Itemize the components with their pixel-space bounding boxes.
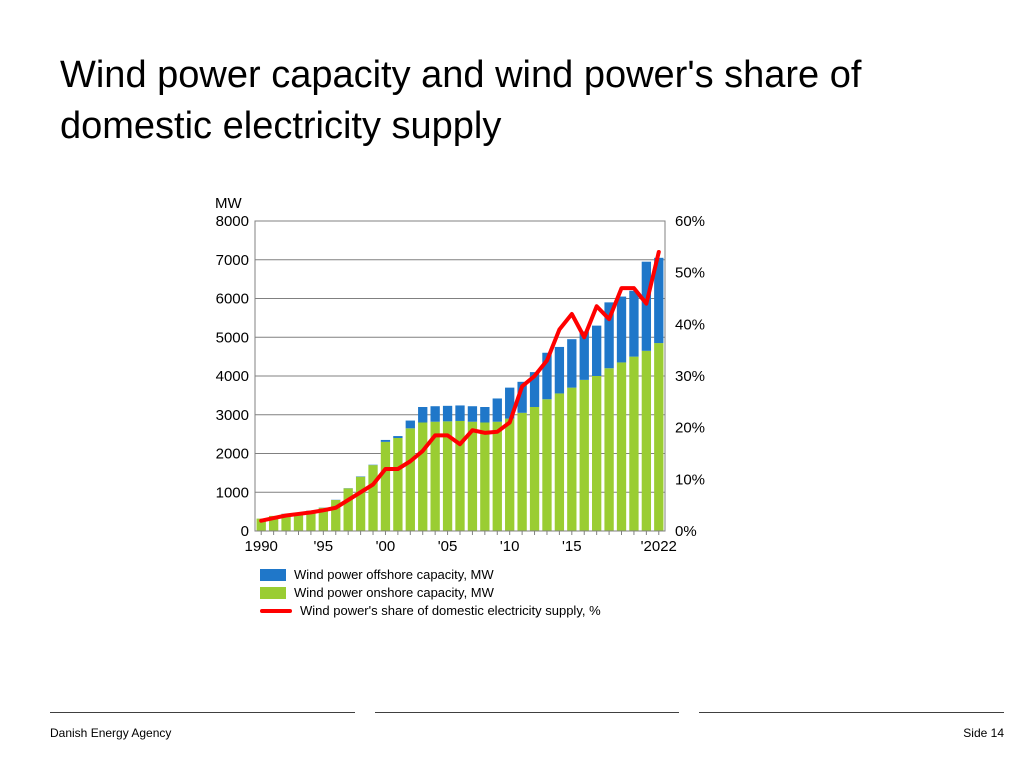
svg-text:8000: 8000 (216, 216, 249, 230)
y-axis-unit-label: MW (215, 195, 760, 212)
svg-text:7000: 7000 (216, 252, 249, 269)
chart-plot: 0100020003000400050006000700080000%10%20… (200, 216, 760, 561)
svg-text:10%: 10% (675, 471, 705, 488)
svg-text:60%: 60% (675, 216, 705, 230)
legend-swatch-share (260, 609, 292, 613)
svg-text:'2022: '2022 (641, 538, 677, 555)
chart-legend: Wind power offshore capacity, MW Wind po… (260, 567, 760, 618)
chart-container: MW 0100020003000400050006000700080000%10… (200, 195, 760, 621)
svg-text:1990: 1990 (245, 538, 278, 555)
footer-page-number: Side 14 (963, 726, 1004, 740)
svg-text:'15: '15 (562, 538, 582, 555)
footer-rule (50, 712, 1004, 713)
svg-text:30%: 30% (675, 368, 705, 385)
legend-label-offshore: Wind power offshore capacity, MW (294, 567, 494, 582)
legend-swatch-offshore (260, 569, 286, 581)
svg-text:4000: 4000 (216, 368, 249, 385)
svg-text:'10: '10 (500, 538, 520, 555)
chart-svg: 0100020003000400050006000700080000%10%20… (200, 216, 720, 556)
svg-text:3000: 3000 (216, 407, 249, 424)
svg-text:50%: 50% (675, 265, 705, 282)
legend-item-share: Wind power's share of domestic electrici… (260, 603, 760, 618)
svg-text:'05: '05 (438, 538, 458, 555)
legend-swatch-onshore (260, 587, 286, 599)
svg-text:6000: 6000 (216, 291, 249, 308)
svg-text:40%: 40% (675, 316, 705, 333)
footer-source: Danish Energy Agency (50, 726, 171, 740)
legend-label-onshore: Wind power onshore capacity, MW (294, 585, 494, 600)
legend-item-onshore: Wind power onshore capacity, MW (260, 585, 760, 600)
svg-text:0%: 0% (675, 523, 697, 540)
svg-text:5000: 5000 (216, 329, 249, 346)
legend-item-offshore: Wind power offshore capacity, MW (260, 567, 760, 582)
svg-text:'95: '95 (314, 538, 334, 555)
legend-label-share: Wind power's share of domestic electrici… (300, 603, 601, 618)
page-title: Wind power capacity and wind power's sha… (60, 50, 960, 153)
svg-text:20%: 20% (675, 420, 705, 437)
svg-text:1000: 1000 (216, 484, 249, 501)
svg-text:2000: 2000 (216, 446, 249, 463)
svg-text:'00: '00 (376, 538, 396, 555)
